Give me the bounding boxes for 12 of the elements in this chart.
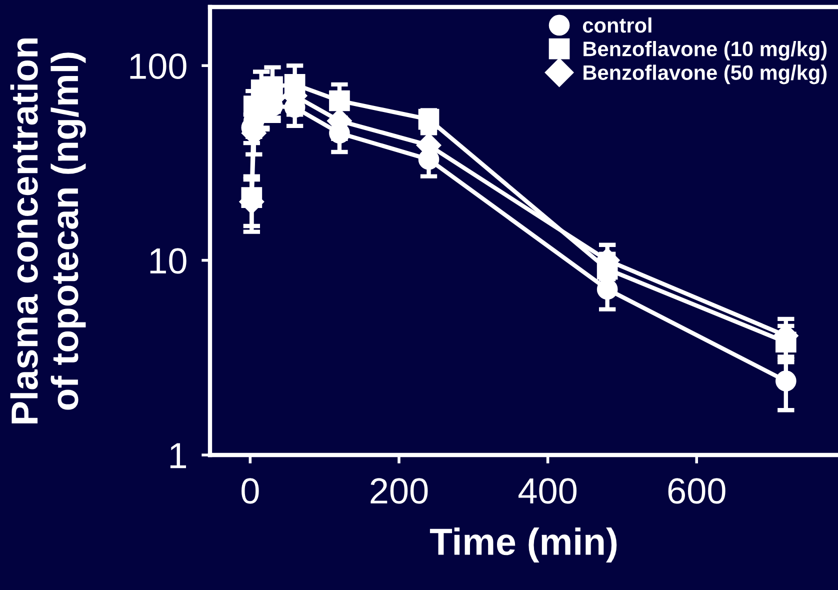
x-tick-label: 600 — [668, 478, 726, 504]
legend-label: Benzoflavone (10 mg/kg) — [584, 41, 827, 61]
y-tick-label: 10 — [150, 248, 186, 274]
y-tick-label: 1 — [170, 443, 186, 468]
x-tick-label: 400 — [518, 478, 577, 504]
x-tick-label: 0 — [242, 478, 259, 504]
legend-label: control — [583, 17, 652, 33]
x-axis-title: Time (min) — [430, 528, 617, 563]
legend-label: Benzoflavone (50 mg/kg) — [584, 64, 827, 84]
y-tick-label: 100 — [130, 53, 186, 80]
x-tick-label: 200 — [370, 478, 428, 504]
y-axis-title: Plasma concentration of topotecan (ng/ml) — [10, 38, 86, 424]
